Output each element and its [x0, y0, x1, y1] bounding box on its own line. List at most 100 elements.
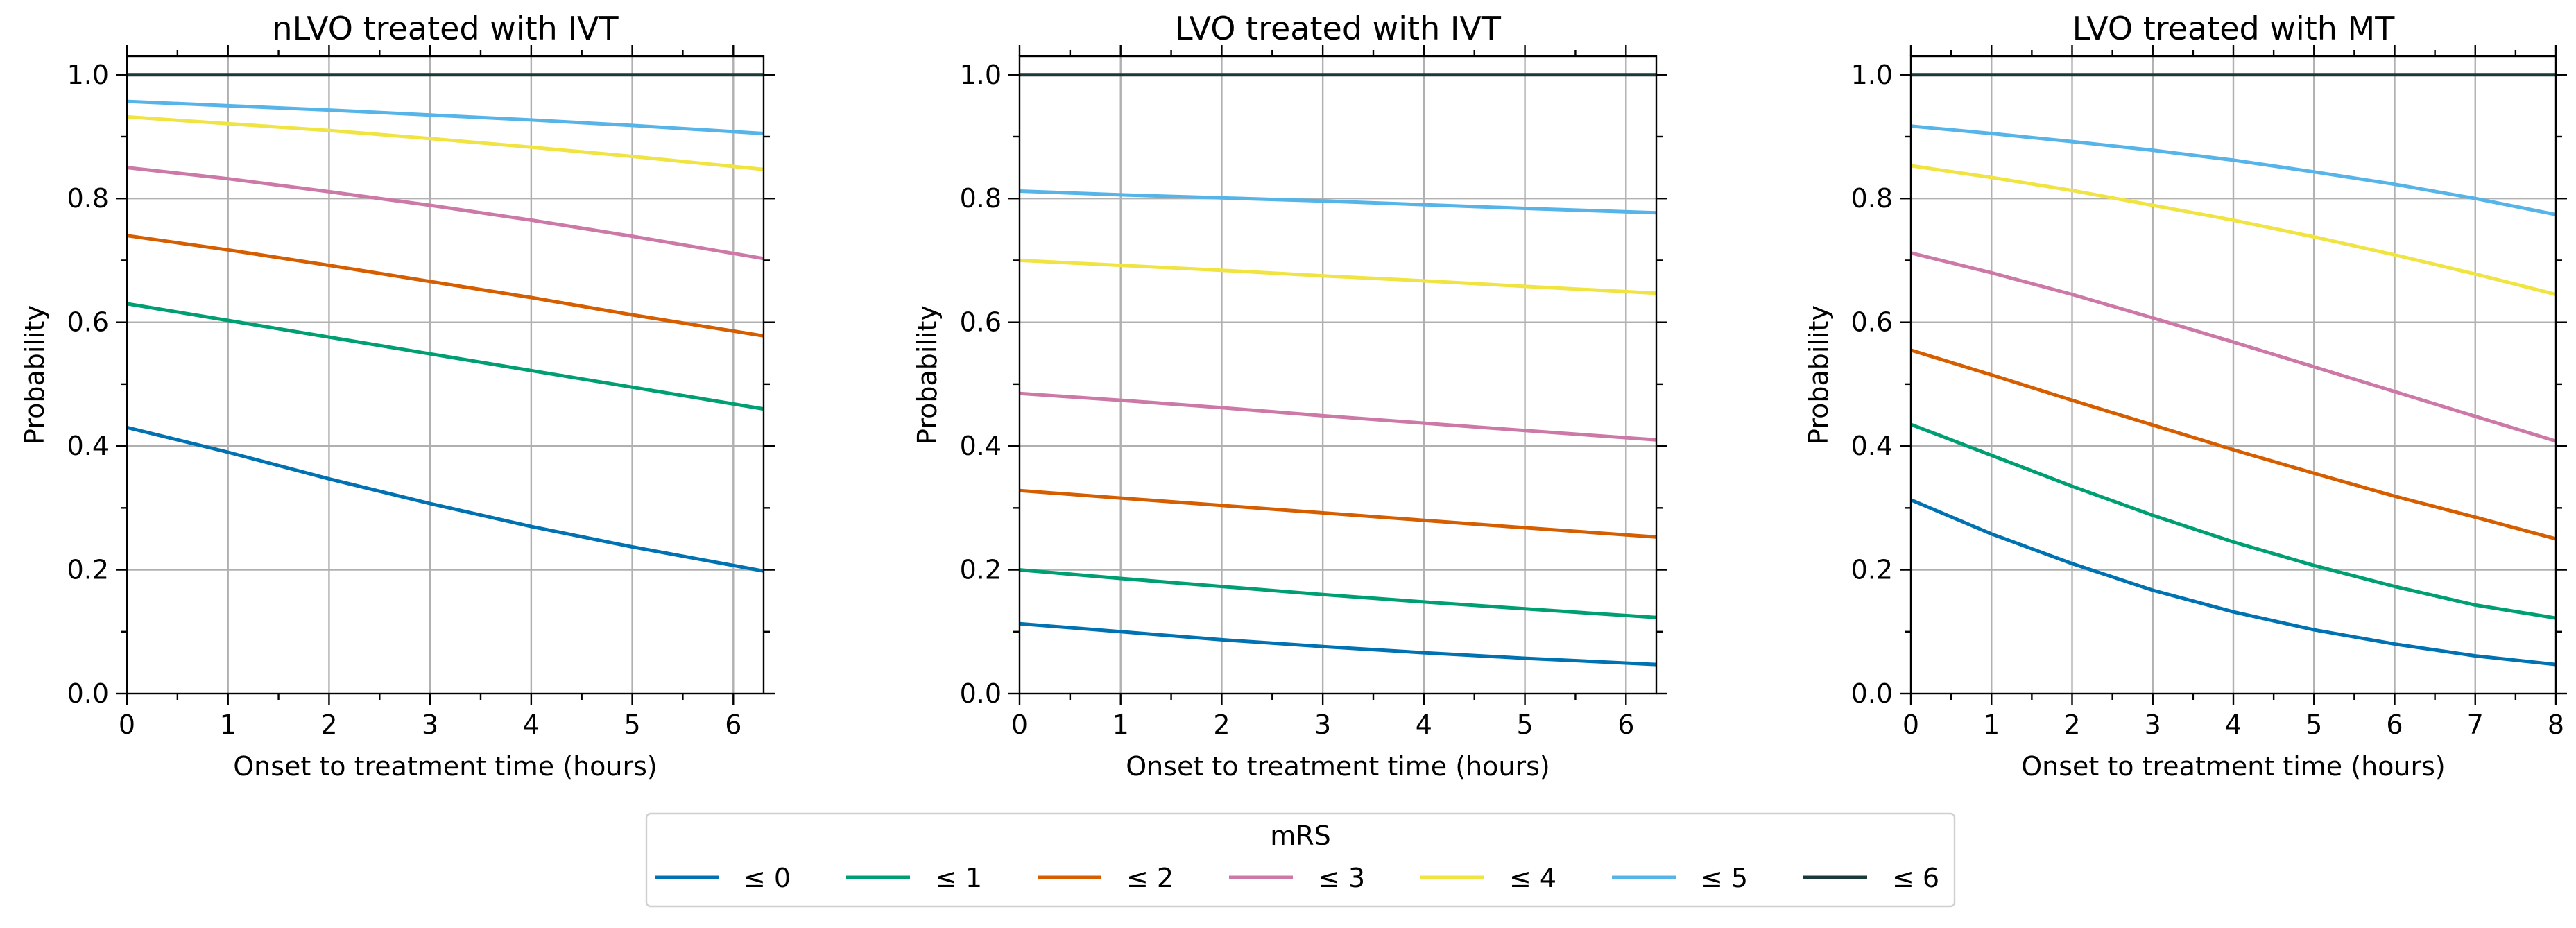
legend-label: ≤ 3 — [1318, 863, 1365, 893]
legend-label: ≤ 5 — [1701, 863, 1748, 893]
series-line-mrs-le-1 — [1910, 422, 2557, 620]
series-lines — [1910, 73, 2557, 667]
y-tick-label: 0.8 — [67, 183, 109, 214]
x-tick-label: 4 — [1416, 710, 1432, 740]
ticks — [1008, 45, 1667, 705]
series-line-mrs-le-0 — [126, 425, 764, 573]
x-tick-label: 7 — [2467, 710, 2484, 740]
chart-title: nLVO treated with IVT — [272, 10, 619, 47]
x-tick-label: 4 — [2225, 710, 2242, 740]
x-tick-label: 3 — [2145, 710, 2161, 740]
chart-panel-3: 0 1 2 3 4 5 6 7 8 0.0 0.2 0.4 0.6 0.8 1.0 LVO treated w… — [1803, 10, 2567, 782]
x-tick-label: 2 — [320, 710, 337, 740]
chart-panel-1: 0 1 2 3 4 5 6 0.0 0.2 0.4 0.6 0.8 1.0 nLVO treated wi… — [19, 10, 775, 782]
x-tick-label: 1 — [220, 710, 237, 740]
plot-frame — [126, 55, 765, 695]
chart-panel-2: 0 1 2 3 4 5 6 0.0 0.2 0.4 0.6 0.8 1.0 LVO treated wit… — [912, 10, 1667, 782]
y-tick-label: 1.0 — [1851, 60, 1893, 90]
x-tick-label: 6 — [725, 710, 741, 740]
grid — [1020, 56, 1656, 694]
legend-item: ≤ 6 — [1803, 863, 1939, 893]
x-tick-label: 5 — [1516, 710, 1533, 740]
series-line-mrs-le-4 — [126, 114, 764, 171]
legend-frame — [645, 812, 1956, 908]
x-axis-label: Onset to treatment time (hours) — [1126, 751, 1550, 782]
y-tick-label: 0.8 — [960, 183, 1002, 214]
series-line-mrs-le-4 — [1910, 164, 2557, 296]
plot-frame — [1018, 55, 1658, 695]
series-line-mrs-le-0 — [1910, 498, 2557, 667]
x-tick-label: 8 — [2548, 710, 2564, 740]
x-axis-label: Onset to treatment time (hours) — [233, 751, 658, 782]
x-tick-label: 6 — [2386, 710, 2403, 740]
y-axis-label: Probability — [19, 305, 50, 445]
legend-item: ≤ 2 — [1038, 863, 1174, 893]
x-tick-label: 4 — [523, 710, 540, 740]
ticks — [1900, 45, 2567, 705]
series-line-mrs-le-3 — [1910, 251, 2557, 443]
x-tick-label: 5 — [2305, 710, 2322, 740]
y-tick-label: 0.4 — [1851, 431, 1893, 461]
series-line-mrs-le-5 — [1019, 189, 1657, 215]
y-tick-label: 0.4 — [67, 431, 109, 461]
legend-label: ≤ 1 — [935, 863, 982, 893]
y-axis-label: Probability — [912, 305, 943, 445]
ticks — [116, 45, 775, 705]
series-line-mrs-le-3 — [1019, 391, 1657, 442]
y-tick-label: 0.6 — [1851, 307, 1893, 338]
series-line-mrs-le-5 — [126, 99, 764, 135]
series-line-mrs-le-2 — [1910, 348, 2557, 541]
y-tick-label: 0.0 — [960, 678, 1002, 709]
series-lines — [126, 73, 764, 573]
x-tick-label: 0 — [1011, 710, 1028, 740]
x-tick-label: 3 — [1314, 710, 1331, 740]
y-tick-label: 0.6 — [960, 307, 1002, 338]
y-tick-label: 0.4 — [960, 431, 1002, 461]
chart-title: LVO treated with MT — [2072, 10, 2396, 47]
x-tick-label: 2 — [2063, 710, 2080, 740]
x-tick-label: 6 — [1617, 710, 1634, 740]
legend-item: ≤ 4 — [1420, 863, 1556, 893]
x-tick-label: 0 — [119, 710, 135, 740]
x-tick-label: 0 — [1903, 710, 1919, 740]
chart-title: LVO treated with IVT — [1175, 10, 1502, 47]
x-tick-label: 3 — [422, 710, 438, 740]
y-tick-label: 0.2 — [960, 555, 1002, 585]
y-tick-label: 0.0 — [1851, 678, 1893, 709]
y-tick-label: 0.2 — [1851, 555, 1893, 585]
x-axis-label: Onset to treatment time (hours) — [2021, 751, 2446, 782]
legend-item: ≤ 5 — [1612, 863, 1748, 893]
legend-label: ≤ 0 — [744, 863, 791, 893]
legend: mRS ≤ 0 ≤ 1 ≤ 2 ≤ 3 ≤ 4 ≤ 5 ≤ 6 — [645, 812, 1956, 908]
y-tick-label: 1.0 — [960, 60, 1002, 90]
series-line-mrs-le-0 — [1019, 621, 1657, 667]
series-line-mrs-le-4 — [1019, 258, 1657, 295]
legend-label: ≤ 2 — [1126, 863, 1174, 893]
x-tick-label: 1 — [1113, 710, 1129, 740]
legend-item: ≤ 3 — [1229, 863, 1365, 893]
y-tick-label: 1.0 — [67, 60, 109, 90]
y-tick-label: 0.2 — [67, 555, 109, 585]
y-tick-label: 0.6 — [67, 307, 109, 338]
series-line-mrs-le-3 — [126, 166, 764, 261]
x-tick-label: 1 — [1983, 710, 2000, 740]
series-line-mrs-le-5 — [1910, 124, 2557, 216]
grid — [1911, 56, 2556, 694]
x-tick-label: 2 — [1213, 710, 1230, 740]
series-line-mrs-le-2 — [1019, 488, 1657, 539]
legend-title: mRS — [1270, 820, 1331, 851]
series-line-mrs-le-2 — [126, 234, 764, 338]
x-tick-label: 5 — [624, 710, 640, 740]
series-lines — [1019, 73, 1657, 667]
legend-label: ≤ 6 — [1892, 863, 1939, 893]
series-line-mrs-le-1 — [1019, 568, 1657, 619]
series-line-mrs-le-1 — [126, 302, 764, 411]
legend-label: ≤ 4 — [1509, 863, 1556, 893]
legend-item: ≤ 1 — [846, 863, 982, 893]
legend-item: ≤ 0 — [655, 863, 791, 893]
y-tick-label: 0.0 — [67, 678, 109, 709]
grid — [127, 56, 764, 694]
y-tick-label: 0.8 — [1851, 183, 1893, 214]
